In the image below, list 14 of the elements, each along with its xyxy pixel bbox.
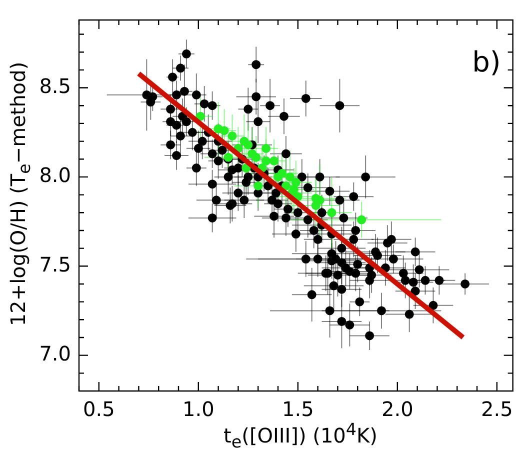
y-tick-label: 8.5 [39,74,71,98]
x-axis-title: t$_{e}$([OIII]) (10$^{4}$K) [222,420,378,452]
point [196,112,205,121]
x-tick-label: 1.0 [182,397,214,422]
point [220,126,229,136]
annotation: b) [472,45,501,78]
x-tick-label: 2.5 [481,397,513,422]
y-tick-label: 8.0 [39,163,71,188]
x-tick-label: 2.0 [382,397,414,422]
point [357,215,366,224]
x-tick-label: 0.5 [82,397,115,422]
y-tick-label: 7.0 [39,342,71,366]
y-tick-label: 7.5 [39,252,71,276]
x-tick-label: 1.5 [282,397,314,422]
